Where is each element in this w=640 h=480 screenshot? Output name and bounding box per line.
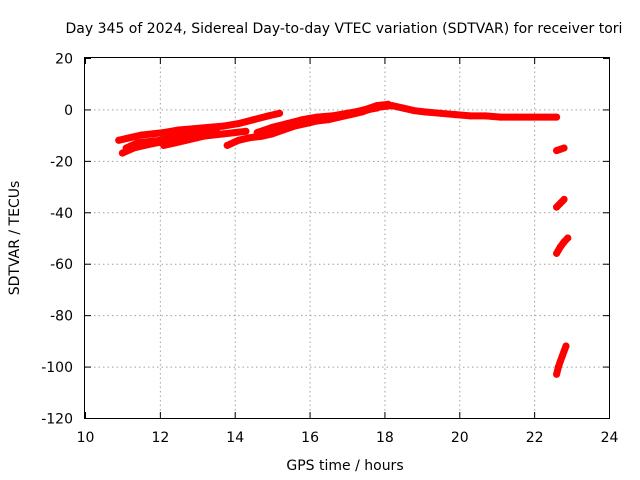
x-tick-label: 12 [151, 430, 169, 446]
data-point [332, 112, 340, 120]
data-point [264, 112, 272, 120]
y-tick-label: -80 [50, 309, 73, 325]
data-point [362, 105, 370, 113]
x-tick-label: 14 [226, 430, 244, 446]
data-point [171, 139, 179, 147]
data-point [553, 249, 561, 257]
y-tick-label: -100 [41, 360, 73, 376]
data-point [556, 243, 564, 251]
data-point [272, 126, 280, 134]
data-point [223, 141, 231, 149]
data-point [235, 120, 242, 128]
x-tick-label: 16 [301, 430, 319, 446]
data-point [347, 109, 355, 117]
data-point [276, 109, 284, 117]
data-point [302, 118, 310, 126]
data-point [399, 104, 407, 112]
data-marks [115, 100, 572, 378]
y-tick-label: -40 [50, 206, 73, 222]
data-point [373, 102, 381, 110]
x-tick-label: 24 [601, 430, 619, 446]
data-point [482, 112, 489, 120]
data-point [526, 113, 534, 121]
y-tick-label: 0 [64, 103, 73, 119]
data-point [437, 109, 445, 117]
x-axis-title: GPS time / hours [286, 458, 403, 474]
data-point [511, 113, 519, 121]
data-point [220, 122, 227, 130]
data-point [242, 127, 250, 135]
data-point [562, 342, 570, 350]
plot-frame [84, 57, 610, 419]
data-point [160, 129, 168, 137]
data-point [216, 130, 224, 138]
x-tick-label: 22 [526, 430, 544, 446]
data-point [115, 136, 123, 144]
data-point [422, 108, 430, 116]
data-point [452, 111, 459, 119]
data-point [122, 144, 130, 152]
y-tick-label: -20 [50, 154, 73, 170]
data-point [249, 116, 257, 124]
data-point [156, 136, 164, 144]
data-point [541, 113, 549, 121]
data-point [467, 112, 474, 120]
data-point [384, 100, 392, 108]
y-tick-label: -120 [41, 412, 73, 428]
data-point [126, 134, 134, 142]
data-point [497, 113, 504, 121]
data-point [317, 114, 325, 122]
data-point [133, 139, 141, 147]
data-point [287, 122, 295, 130]
data-point [410, 107, 418, 115]
data-point [560, 195, 568, 203]
x-tick-label: 20 [451, 430, 469, 446]
data-point [235, 136, 242, 144]
data-point [253, 129, 261, 137]
data-point [231, 129, 239, 137]
data-point [560, 144, 568, 152]
data-point [205, 131, 212, 139]
data-point [182, 136, 190, 144]
data-point [553, 370, 561, 378]
data-point [246, 134, 254, 142]
axis-ticks: 10 12 14 16 18 20 22 24 20 0 -20 -40 -60 -80 -100 -120 [41, 52, 618, 447]
data-point [178, 131, 186, 139]
data-point [137, 131, 145, 139]
y-axis-title: SDTVAR / TECUs [7, 181, 23, 296]
y-tick-label: -60 [50, 257, 73, 273]
data-point [167, 134, 175, 142]
y-tick-label: 20 [55, 52, 73, 68]
x-tick-label: 18 [376, 430, 394, 446]
data-point [175, 126, 183, 134]
x-tick-label: 10 [77, 430, 95, 446]
data-point [160, 141, 168, 149]
data-point [145, 138, 153, 146]
chart-title: Day 345 of 2024, Sidereal Day-to-day VTE… [66, 21, 623, 37]
data-point [193, 134, 201, 142]
data-point [148, 130, 156, 138]
data-point [118, 149, 126, 157]
data-point [553, 113, 561, 121]
data-point [564, 234, 572, 242]
